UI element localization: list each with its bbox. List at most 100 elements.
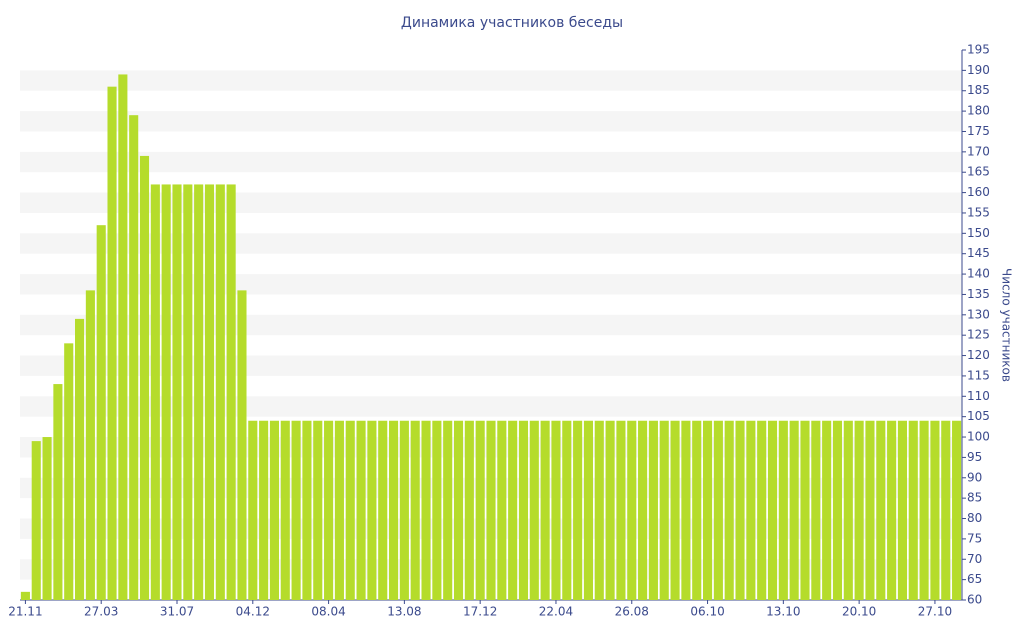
bar	[648, 420, 658, 600]
bar	[822, 420, 832, 600]
bar	[302, 420, 312, 600]
bar	[497, 420, 507, 600]
bar	[573, 420, 583, 600]
bar	[64, 343, 74, 600]
bar	[475, 420, 485, 600]
bar	[410, 420, 420, 600]
x-tick-label: 26.08	[615, 605, 649, 619]
grid-band	[20, 151, 962, 173]
bar	[96, 225, 106, 600]
y-tick-label: 150	[967, 226, 990, 240]
bar	[356, 420, 366, 600]
grid-band	[20, 274, 962, 295]
bar	[118, 74, 128, 600]
bar	[204, 184, 215, 600]
bar	[952, 420, 962, 600]
bar	[681, 420, 691, 600]
bar	[453, 420, 464, 600]
bar	[399, 420, 409, 600]
bar	[876, 420, 886, 600]
y-tick-label: 95	[967, 450, 982, 464]
x-tick-label: 21.11	[8, 605, 42, 619]
bar	[129, 115, 139, 601]
y-tick-label: 65	[967, 572, 982, 586]
bar	[941, 420, 951, 600]
y-tick-label: 170	[967, 144, 990, 158]
y-tick-label: 90	[967, 470, 982, 484]
bar	[529, 420, 539, 600]
grid-band	[20, 70, 962, 91]
y-tick-label: 190	[967, 63, 990, 77]
y-tick-label: 60	[967, 593, 982, 607]
bar	[259, 420, 269, 600]
y-tick-label: 120	[967, 348, 990, 362]
bar	[432, 420, 442, 600]
bar	[269, 420, 279, 600]
bar	[670, 420, 680, 600]
bar	[551, 420, 561, 600]
y-tick-label: 165	[967, 165, 990, 179]
bar	[713, 420, 723, 600]
grid-band	[20, 355, 962, 376]
bar	[194, 184, 204, 600]
x-tick-label: 08.04	[311, 605, 345, 619]
bar	[20, 591, 30, 600]
bar	[367, 420, 377, 600]
y-tick-label: 130	[967, 307, 990, 321]
bar	[616, 420, 626, 600]
bar	[703, 420, 713, 600]
y-tick-label: 155	[967, 205, 990, 219]
grid-band	[20, 314, 962, 336]
bar	[919, 420, 929, 600]
y-tick-label: 105	[967, 409, 990, 423]
bar	[334, 420, 344, 600]
y-tick-label: 135	[967, 287, 990, 301]
bar	[778, 420, 788, 600]
bar	[930, 420, 940, 600]
bar	[215, 184, 225, 600]
bar	[800, 420, 810, 600]
y-tick-label: 110	[967, 389, 990, 403]
bar	[486, 420, 496, 600]
bar	[508, 420, 518, 600]
bar	[389, 420, 399, 600]
bar	[854, 420, 864, 600]
bar	[789, 420, 799, 600]
y-tick-label: 145	[967, 246, 990, 260]
bar	[85, 290, 95, 600]
y-tick-label: 180	[967, 104, 990, 118]
y-tick-label: 75	[967, 531, 982, 545]
bar	[605, 420, 615, 600]
y-tick-label: 140	[967, 267, 990, 281]
bar	[638, 420, 648, 600]
bar	[280, 420, 290, 600]
bar	[324, 420, 334, 600]
y-tick-label: 100	[967, 430, 990, 444]
y-tick-label: 195	[967, 43, 990, 57]
x-tick-label: 27.03	[84, 605, 118, 619]
bar	[53, 384, 63, 600]
x-tick-label: 04.12	[236, 605, 270, 619]
bar	[887, 420, 897, 600]
bar	[735, 420, 745, 600]
bar	[767, 420, 778, 600]
grid-band	[20, 192, 962, 213]
bar	[518, 420, 529, 600]
bar	[692, 420, 702, 600]
x-tick-label: 13.08	[387, 605, 421, 619]
bar	[237, 290, 247, 600]
bar	[248, 420, 258, 600]
bar	[183, 184, 193, 600]
bar	[75, 318, 85, 600]
x-tick-label: 17.12	[463, 605, 497, 619]
y-tick-label: 175	[967, 124, 990, 138]
bar	[226, 184, 236, 600]
bar	[31, 441, 41, 600]
bar	[540, 420, 550, 600]
bar	[421, 420, 431, 600]
bar	[659, 420, 669, 600]
grid-band	[20, 396, 962, 417]
x-tick-label: 06.10	[690, 605, 724, 619]
x-tick-label: 22.04	[539, 605, 573, 619]
bar	[562, 420, 572, 600]
